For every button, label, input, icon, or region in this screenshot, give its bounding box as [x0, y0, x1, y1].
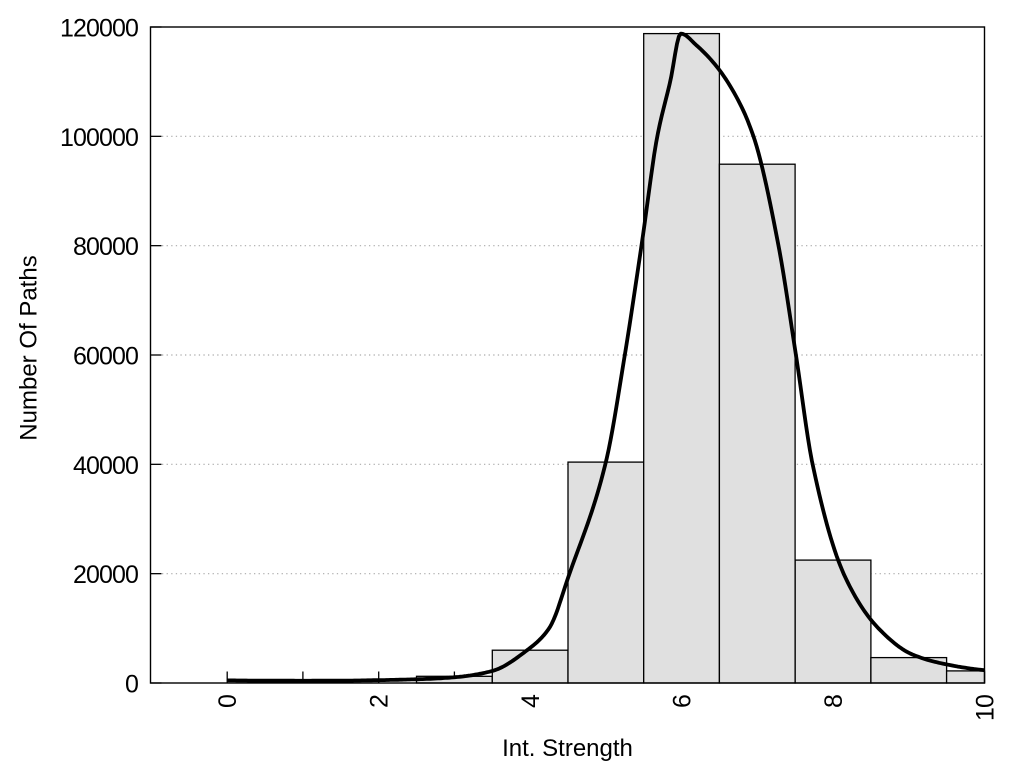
svg-text:10: 10: [971, 695, 999, 721]
svg-text:0: 0: [214, 695, 242, 708]
svg-text:20000: 20000: [73, 561, 138, 589]
svg-text:100000: 100000: [60, 124, 138, 152]
svg-text:120000: 120000: [60, 15, 138, 43]
svg-text:Int. Strength: Int. Strength: [502, 735, 633, 762]
svg-text:4: 4: [517, 694, 545, 708]
svg-text:2: 2: [366, 695, 394, 708]
svg-text:40000: 40000: [73, 452, 138, 480]
svg-text:0: 0: [125, 671, 138, 699]
svg-text:8: 8: [820, 695, 848, 708]
svg-text:Number Of Paths: Number Of Paths: [16, 255, 43, 440]
svg-text:6: 6: [668, 695, 696, 708]
svg-text:80000: 80000: [73, 233, 138, 261]
svg-text:60000: 60000: [73, 343, 138, 371]
